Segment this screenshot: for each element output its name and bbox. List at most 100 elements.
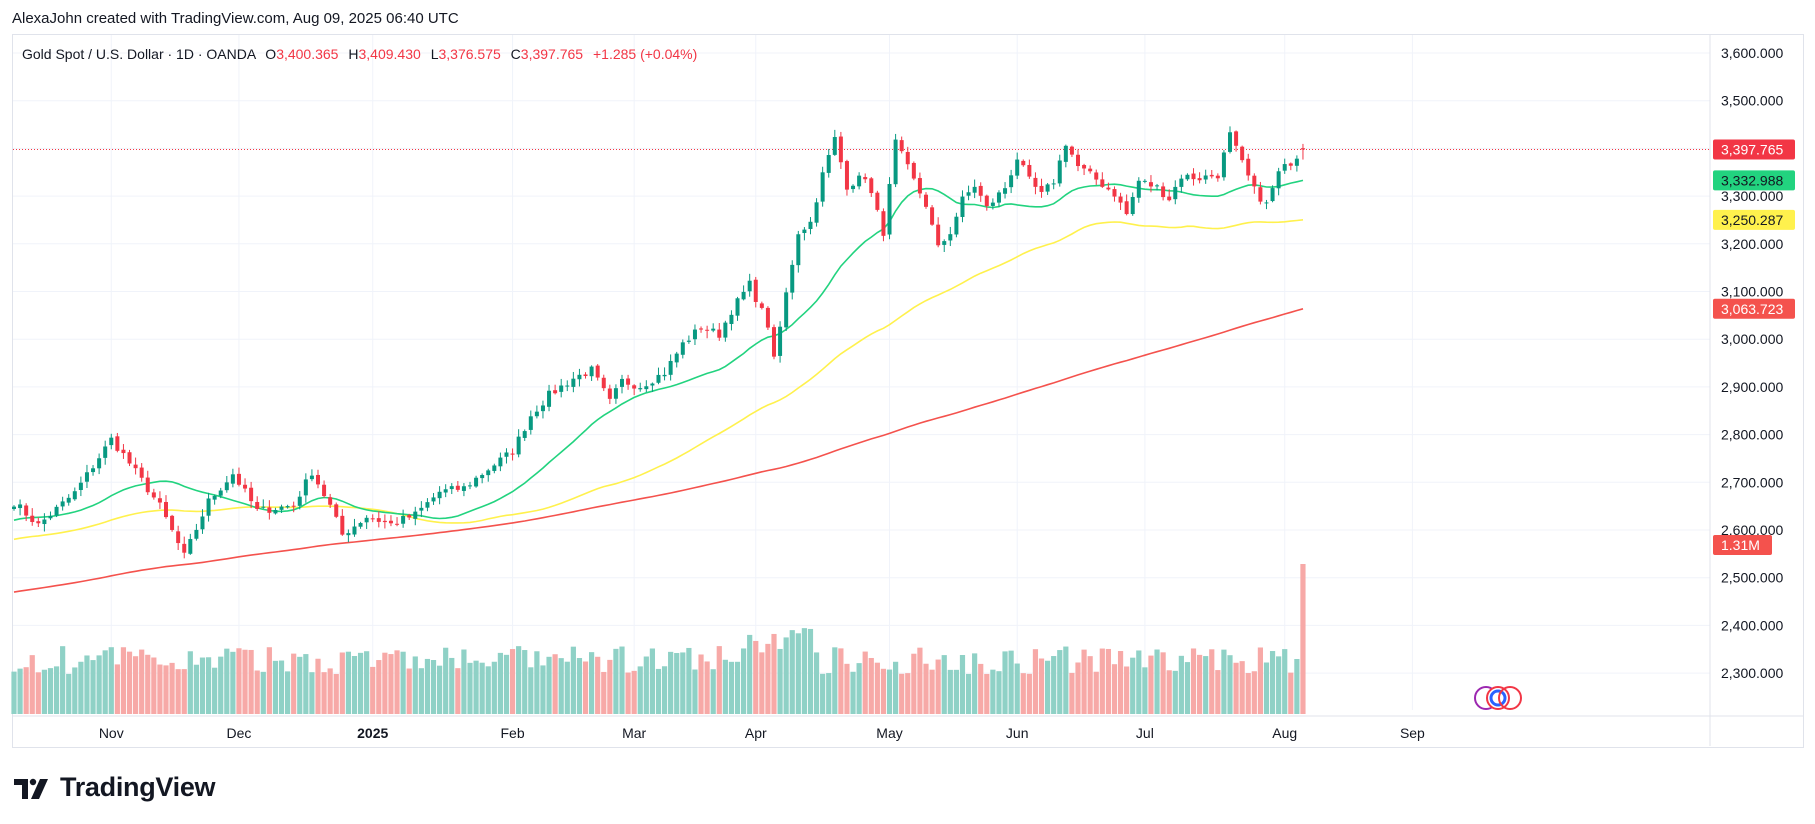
candle	[1161, 182, 1166, 201]
economic-event-icons[interactable]	[1474, 686, 1522, 710]
volume-bar	[807, 628, 814, 714]
price-axis-label: 3,332.988	[1713, 170, 1795, 191]
candle	[230, 468, 235, 488]
us-flag-icon-2[interactable]	[1498, 686, 1522, 710]
volume-bar	[935, 659, 941, 714]
volume-bar	[649, 648, 655, 714]
volume-bar	[1282, 649, 1288, 714]
candle	[72, 487, 77, 501]
candle	[164, 495, 168, 519]
candle	[127, 449, 132, 467]
candle	[899, 136, 904, 154]
volume-bar	[1233, 662, 1239, 714]
candle	[838, 131, 843, 169]
candle	[443, 484, 448, 498]
candle	[243, 478, 248, 493]
candle	[717, 323, 722, 341]
candle	[303, 473, 308, 503]
candle	[1051, 179, 1056, 190]
grid	[13, 35, 1710, 710]
candle	[911, 161, 916, 181]
volume-bar	[309, 672, 315, 714]
candle	[1015, 152, 1020, 180]
volume-bar	[1136, 650, 1142, 714]
moving-averages	[13, 179, 1304, 593]
candle	[103, 440, 108, 465]
volume-bar	[1154, 649, 1160, 714]
candle	[620, 374, 624, 394]
volume-bar	[1111, 664, 1118, 714]
volume-bar	[406, 668, 412, 714]
candle	[1088, 165, 1093, 174]
volume-bar	[1093, 671, 1099, 714]
candle	[407, 513, 412, 520]
volume-bar	[412, 656, 418, 714]
candle	[376, 511, 381, 528]
candle	[480, 473, 485, 484]
volume-bar	[1269, 651, 1276, 714]
volume-bar	[357, 652, 364, 714]
volume-bar	[741, 648, 747, 714]
candle	[382, 514, 387, 529]
candle	[358, 521, 363, 529]
candle	[1033, 172, 1038, 195]
x-tick-label: Feb	[500, 725, 524, 741]
candle	[334, 502, 339, 519]
candle	[1130, 192, 1135, 216]
candle	[1270, 185, 1275, 203]
volume-bar	[923, 663, 929, 714]
volume-bar	[899, 673, 905, 714]
candle	[632, 384, 637, 396]
chart-pane[interactable]	[12, 34, 1804, 748]
candle	[1076, 149, 1080, 172]
candle	[674, 351, 679, 368]
candle	[346, 529, 351, 543]
candle	[328, 493, 333, 508]
candle	[553, 384, 558, 395]
volume-bar	[1178, 655, 1184, 714]
volume-bar	[856, 663, 862, 714]
symbol-title[interactable]: Gold Spot / U.S. Dollar · 1D · OANDA	[22, 46, 256, 62]
volume-bar	[199, 657, 206, 714]
candle	[24, 503, 29, 522]
candle	[395, 517, 400, 527]
candle	[492, 463, 497, 474]
y-tick-label: 2,500.000	[1721, 570, 1783, 586]
change-value: +1.285 (+0.04%)	[592, 46, 698, 62]
volume-bar	[1075, 662, 1081, 714]
x-tick-label: Dec	[227, 725, 252, 741]
volume-bar	[108, 647, 114, 714]
volume-bar	[151, 657, 157, 714]
volume-bar	[886, 669, 893, 714]
y-tick-label: 3,300.000	[1721, 188, 1783, 204]
candle	[255, 496, 260, 511]
candle	[236, 467, 241, 487]
candle	[747, 273, 752, 297]
volume-bar	[1190, 648, 1197, 714]
volume-bar	[291, 653, 297, 714]
tradingview-logo[interactable]: TradingView	[14, 772, 216, 803]
ma-short-line	[13, 179, 1304, 521]
volume-bar	[734, 661, 741, 714]
candle	[686, 335, 691, 344]
candle	[1228, 126, 1232, 154]
price-chart[interactable]: 3,600.0003,500.0003,400.0003,300.0003,20…	[0, 0, 1815, 760]
volume-bar	[345, 651, 351, 714]
volume-bar	[114, 664, 120, 714]
candle	[607, 384, 612, 405]
candle	[1069, 145, 1074, 158]
candle	[1191, 168, 1196, 186]
low-label: L	[430, 46, 439, 62]
y-tick-label: 2,900.000	[1721, 379, 1783, 395]
volume-bar	[370, 666, 376, 714]
candle	[893, 133, 898, 188]
candle	[1185, 173, 1190, 181]
volume-bar	[905, 673, 911, 714]
volume-bar	[327, 668, 333, 714]
candle	[699, 326, 704, 333]
candle	[48, 511, 53, 521]
volume-bar	[260, 671, 266, 714]
candle	[668, 354, 673, 381]
volume-bar	[1038, 658, 1045, 714]
candle	[930, 205, 935, 226]
